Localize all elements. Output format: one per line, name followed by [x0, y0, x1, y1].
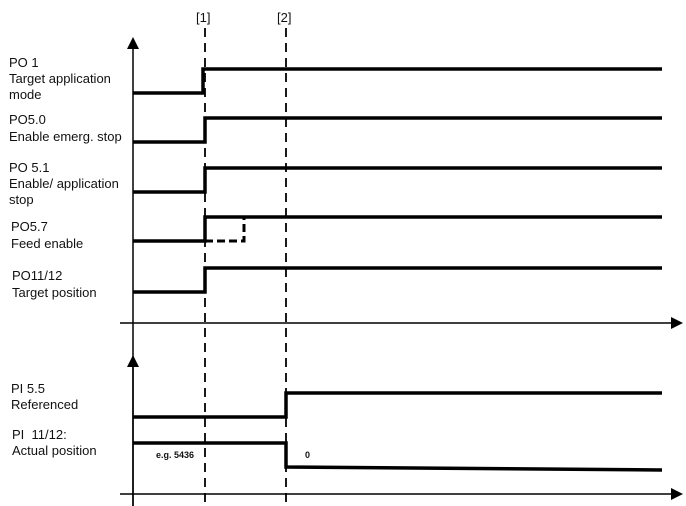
po1-desc: Target application mode [9, 71, 111, 102]
po1-name: PO 1 [9, 55, 39, 70]
signal-po5-0 [133, 116, 662, 144]
po11-12-desc: Target position [12, 285, 97, 300]
pi5-5-desc: Referenced [11, 397, 79, 412]
marker-label-2: [2] [277, 10, 292, 25]
pi11-12-desc: Actual position [12, 443, 97, 458]
marker-label-1: [1] [196, 10, 211, 25]
signal-pi5-5 [133, 391, 662, 419]
po5-0-desc: Enable emerg. stop [9, 129, 122, 144]
annotation-before: e.g. 5436 [156, 450, 195, 460]
signal-po5-7 [133, 215, 662, 243]
signal-po1 [133, 67, 662, 95]
po5-0-name: PO5.0 [9, 112, 46, 127]
po5-1-desc: Enable/ application stop [9, 176, 119, 207]
po11-12-name: PO11/12 [12, 268, 63, 283]
signal-pi11-12 [133, 441, 663, 472]
pi5-5-name: PI 5.5 [11, 381, 45, 396]
po5-7-desc: Feed enable [11, 236, 84, 251]
pi11-12-name: PI 11/12: [12, 427, 67, 442]
po5-7-name: PO5.7 [11, 219, 48, 234]
signal-po5-7-delayed [205, 217, 246, 243]
po5-1-name: PO 5.1 [9, 160, 50, 175]
signal-po11-12 [133, 266, 662, 294]
signal-po5-1 [133, 166, 662, 194]
annotation-after: 0 [305, 450, 311, 460]
